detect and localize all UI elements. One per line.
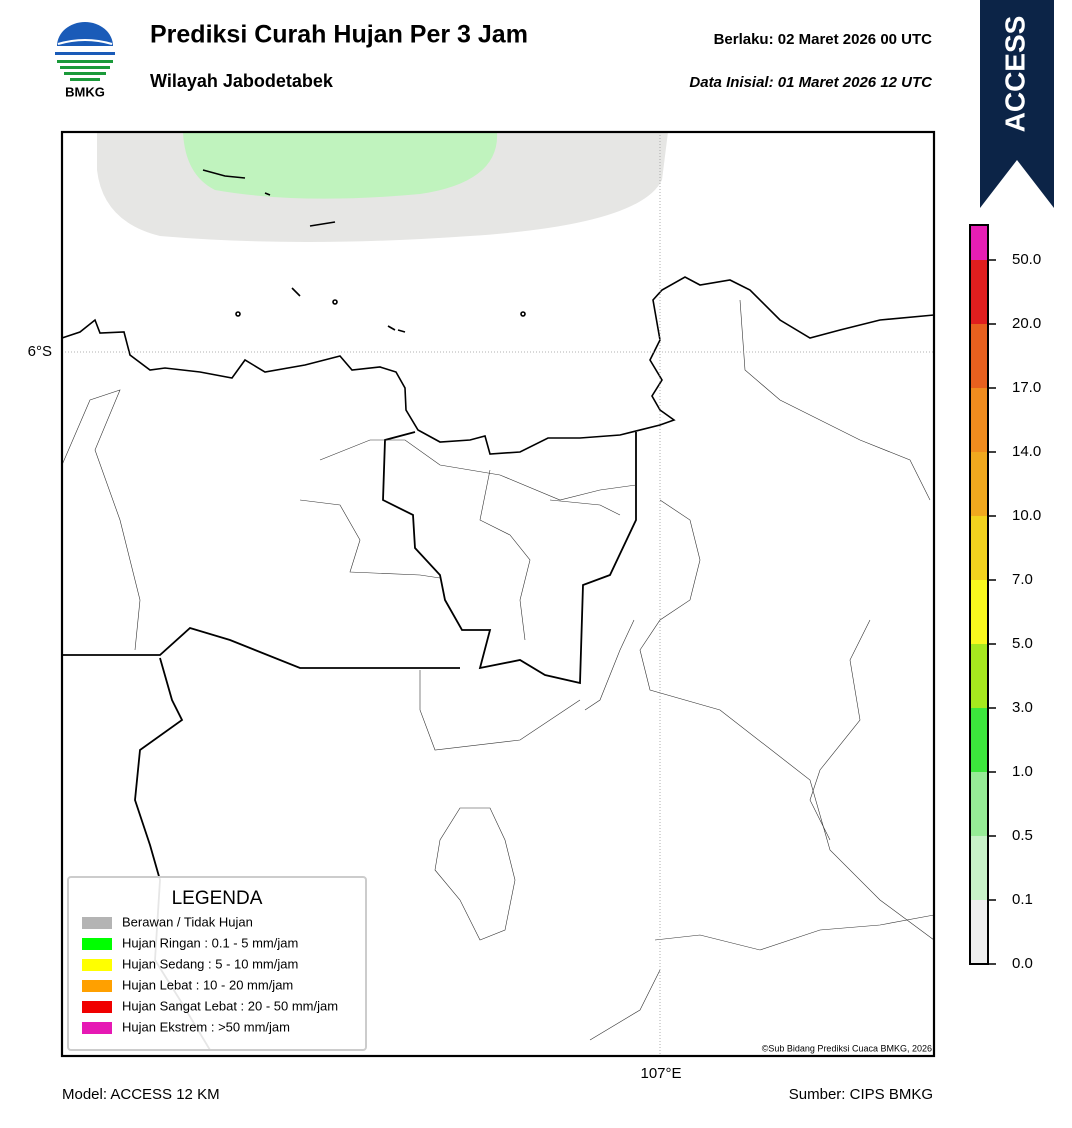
colorbar-segment xyxy=(970,260,988,324)
subtitle: Wilayah Jabodetabek xyxy=(150,71,334,91)
footer-model: Model: ACCESS 12 KM xyxy=(62,1086,220,1103)
logo-text: BMKG xyxy=(65,84,105,99)
legend-swatch xyxy=(82,938,112,950)
legend-label: Hujan Lebat : 10 - 20 mm/jam xyxy=(122,977,293,992)
legend-title: LEGENDA xyxy=(172,888,263,909)
colorbar-tick-label: 14.0 xyxy=(1012,443,1041,460)
legend-swatch xyxy=(82,1001,112,1013)
colorbar-tick-label: 50.0 xyxy=(1012,251,1041,268)
legend-label: Hujan Sedang : 5 - 10 mm/jam xyxy=(122,956,298,971)
legend-box xyxy=(67,876,367,1051)
colorbar-segment xyxy=(970,225,988,260)
colorbar: 0.0 0.1 0.5 1.0 3.0 5.0 7.0 10.0 14.0 17.0 20.0 50.… xyxy=(969,224,1041,972)
colorbar-segment xyxy=(970,708,988,772)
colorbar-segment xyxy=(970,836,988,900)
legend-label: Hujan Sangat Lebat : 20 - 50 mm/jam xyxy=(122,998,338,1013)
legend-swatch xyxy=(82,1022,112,1034)
colorbar-segment xyxy=(970,452,988,516)
legend-swatch xyxy=(82,959,112,971)
legend-label: Berawan / Tidak Hujan xyxy=(122,914,253,929)
init-time: Data Inisial: 01 Maret 2026 12 UTC xyxy=(689,74,933,91)
colorbar-tick-label: 0.5 xyxy=(1012,827,1033,844)
colorbar-segment xyxy=(970,772,988,836)
colorbar-tick-label: 3.0 xyxy=(1012,699,1033,716)
legend-items: Berawan / Tidak Hujan Hujan Ringan : 0.1 … xyxy=(82,914,338,1034)
colorbar-segment xyxy=(970,580,988,644)
legend-label: Hujan Ekstrem : >50 mm/jam xyxy=(122,1019,290,1034)
logo xyxy=(55,22,115,81)
colorbar-frame xyxy=(969,224,989,965)
credit: ©Sub Bidang Prediksi Cuaca BMKG, 2026 xyxy=(762,1043,932,1053)
colorbar-tick-label: 5.0 xyxy=(1012,635,1033,652)
legend-label: Hujan Ringan : 0.1 - 5 mm/jam xyxy=(122,935,298,950)
colorbar-tick-label: 1.0 xyxy=(1012,763,1033,780)
title: Prediksi Curah Hujan Per 3 Jam xyxy=(150,21,528,49)
colorbar-tick-label: 0.1 xyxy=(1012,891,1033,908)
legend-swatch xyxy=(82,980,112,992)
colorbar-tick-label: 0.0 xyxy=(1012,955,1033,972)
colorbar-segment xyxy=(970,324,988,388)
lat-label: 6°S xyxy=(28,343,52,360)
valid-time: Berlaku: 02 Maret 2026 00 UTC xyxy=(714,31,933,48)
lon-label: 107°E xyxy=(640,1065,681,1082)
colorbar-segment xyxy=(970,644,988,708)
footer-source: Sumber: CIPS BMKG xyxy=(789,1086,933,1103)
colorbar-segment xyxy=(970,900,988,964)
colorbar-tick-label: 20.0 xyxy=(1012,315,1041,332)
colorbar-tick-label: 10.0 xyxy=(1012,507,1041,524)
badge-text: ACCESS xyxy=(999,16,1030,133)
colorbar-segment xyxy=(970,516,988,580)
colorbar-tick-label: 7.0 xyxy=(1012,571,1033,588)
colorbar-tick-label: 17.0 xyxy=(1012,379,1041,396)
colorbar-segment xyxy=(970,388,988,452)
map xyxy=(60,130,936,1058)
badge xyxy=(980,0,1054,208)
legend-swatch xyxy=(82,917,112,929)
